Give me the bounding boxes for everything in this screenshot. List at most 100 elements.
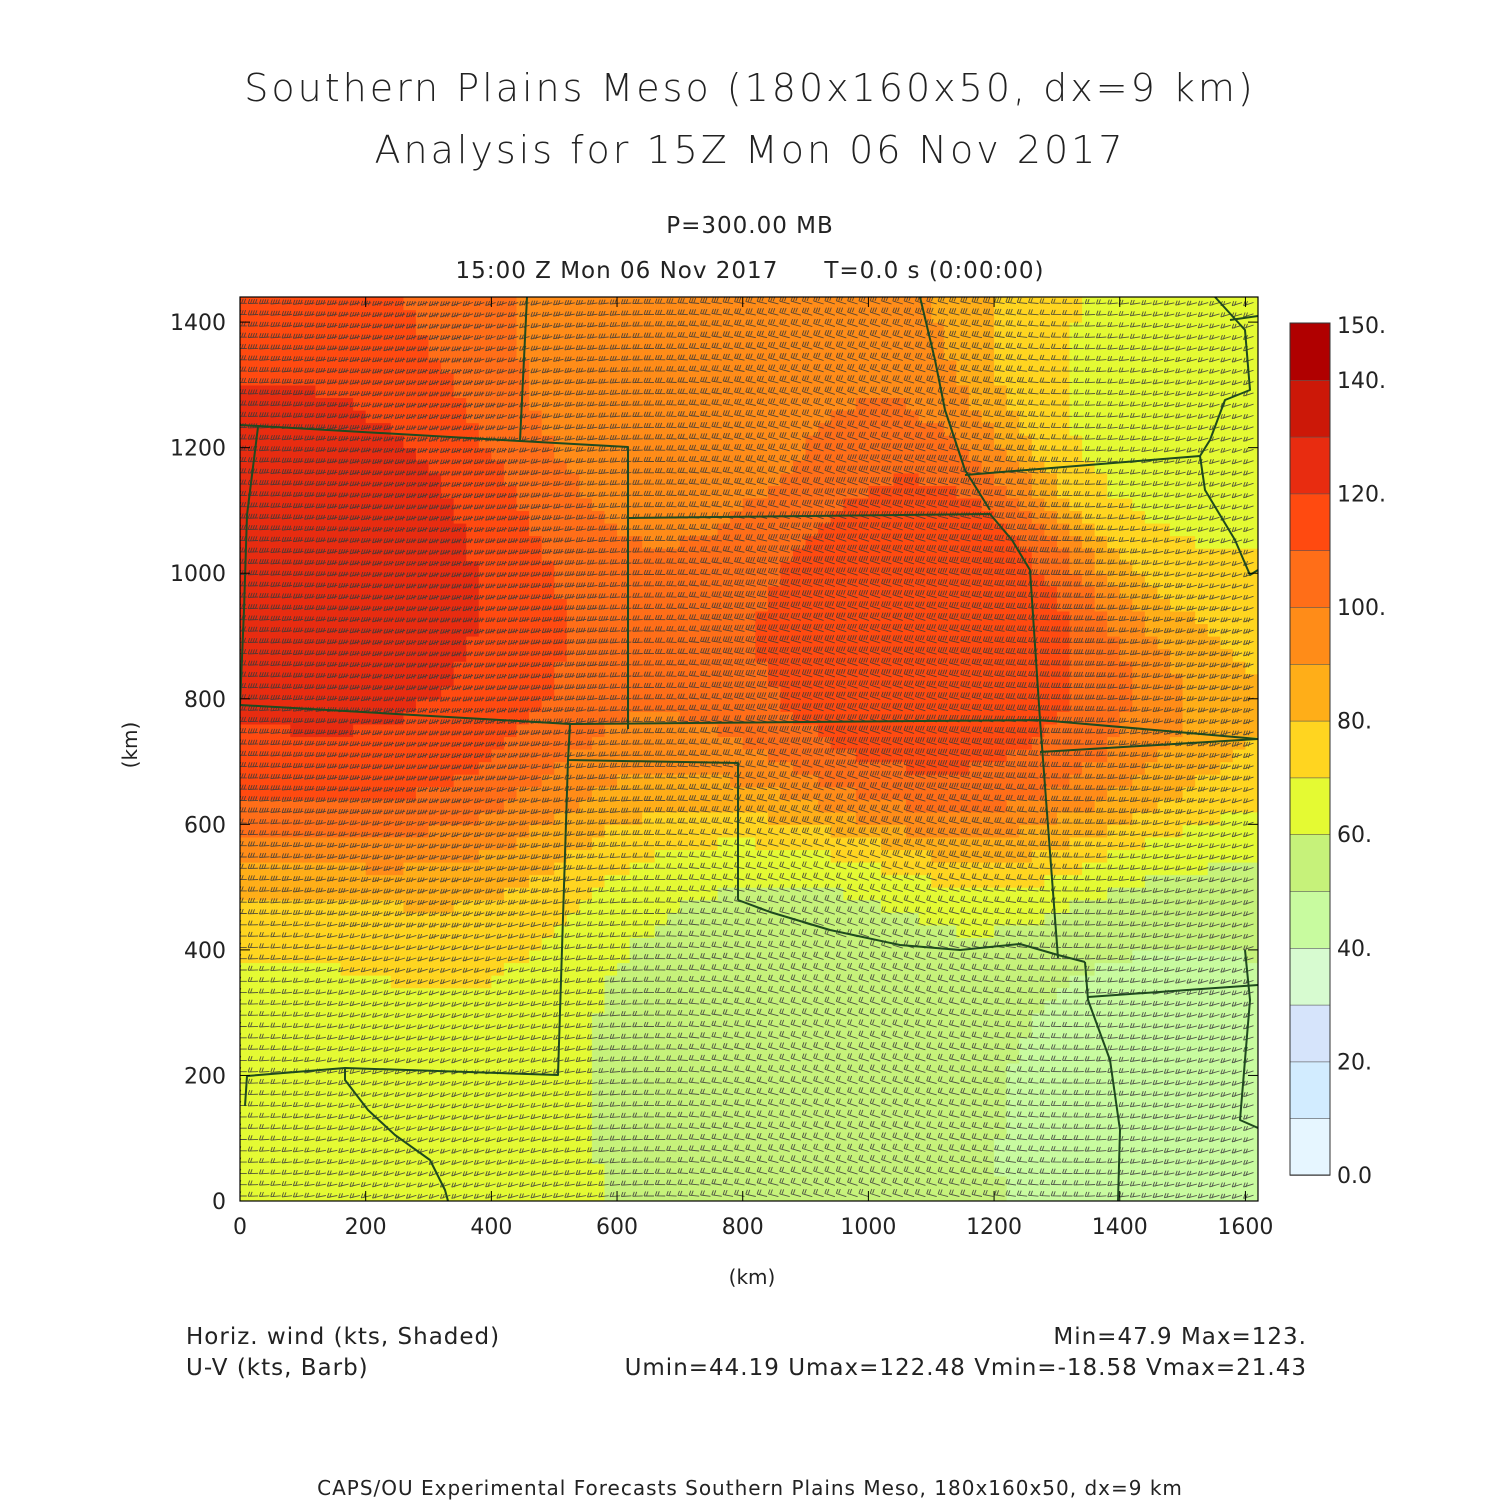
field-cell [880, 824, 895, 838]
field-cell [906, 560, 920, 574]
field-cell [1069, 485, 1083, 499]
field-cell [792, 987, 807, 1001]
field-cell [353, 774, 367, 788]
field-cell [503, 1113, 518, 1127]
field-cell [579, 1050, 593, 1064]
field-cell [1157, 1075, 1171, 1089]
field-cell [353, 1175, 367, 1190]
field-cell [478, 648, 492, 662]
field-cell [390, 836, 404, 851]
field-cell [629, 573, 643, 587]
field-cell [1245, 862, 1258, 876]
field-cell [390, 497, 404, 512]
field-cell [579, 422, 593, 436]
field-cell [340, 523, 354, 537]
field-cell [327, 1113, 342, 1127]
field-cell [994, 497, 1008, 512]
field-cell [441, 673, 455, 687]
field-cell [1044, 598, 1058, 612]
field-cell [617, 736, 631, 750]
field-cell [1182, 661, 1196, 675]
field-cell [956, 761, 970, 775]
field-cell [1144, 497, 1159, 512]
field-cell [554, 497, 568, 512]
field-cell [818, 975, 832, 989]
field-cell [931, 1050, 945, 1064]
field-cell [1044, 497, 1058, 512]
field-cell [1094, 598, 1108, 612]
field-cell [679, 598, 694, 612]
field-cell [880, 1163, 895, 1177]
field-cell [591, 1050, 606, 1064]
field-cell [277, 987, 291, 1001]
field-cell [1232, 899, 1247, 913]
field-cell [968, 610, 983, 625]
field-cell [818, 937, 832, 951]
field-cell [1044, 1163, 1058, 1177]
field-cell [453, 1062, 467, 1077]
field-cell [1082, 1138, 1096, 1152]
field-cell [730, 598, 744, 612]
field-cell [441, 1188, 455, 1201]
field-cell [805, 1175, 819, 1190]
field-cell [906, 1100, 920, 1114]
field-cell [554, 723, 568, 738]
field-cell [642, 548, 656, 562]
field-cell [1044, 610, 1058, 625]
field-cell [1094, 874, 1108, 888]
field-cell [629, 686, 643, 700]
field-cell [617, 1075, 631, 1089]
field-cell [1044, 535, 1058, 549]
field-cell [642, 874, 656, 888]
field-cell [302, 736, 317, 750]
field-cell [1119, 1062, 1133, 1077]
field-cell [1170, 937, 1184, 951]
field-cell [855, 937, 869, 951]
field-cell [277, 849, 291, 863]
field-cell [1094, 497, 1108, 512]
field-cell [1044, 1175, 1058, 1190]
field-cell [365, 949, 379, 964]
field-cell [755, 1150, 769, 1164]
field-cell [529, 1075, 543, 1089]
field-cell [968, 836, 983, 851]
field-cell [1094, 485, 1108, 499]
field-cell [956, 1163, 970, 1177]
field-cell [1220, 598, 1234, 612]
field-cell [880, 874, 895, 888]
field-cell [1019, 1188, 1033, 1201]
field-cell [516, 535, 530, 549]
field-cell [1157, 887, 1171, 901]
field-cell [943, 836, 957, 851]
field-cell [792, 723, 807, 738]
field-cell [654, 1138, 668, 1152]
field-cell [1069, 548, 1083, 562]
field-cell [931, 1113, 945, 1127]
field-cell [1094, 1050, 1108, 1064]
field-cell [629, 849, 643, 863]
field-cell [1245, 497, 1258, 512]
field-cell [365, 1188, 379, 1201]
field-cell [441, 623, 455, 637]
field-cell [642, 887, 656, 901]
field-cell [365, 673, 379, 687]
field-cell [1019, 610, 1033, 625]
field-cell [403, 723, 417, 738]
field-cell [906, 937, 920, 951]
field-cell [277, 510, 291, 524]
field-cell [378, 937, 392, 951]
field-cell [1182, 623, 1196, 637]
field-cell [880, 598, 895, 612]
field-cell [579, 937, 593, 951]
field-cell [503, 686, 518, 700]
field-cell [327, 836, 342, 851]
field-cell [642, 535, 656, 549]
field-cell [629, 460, 643, 474]
field-cell [1082, 510, 1096, 524]
field-cell [353, 1150, 367, 1164]
field-cell [654, 573, 668, 587]
field-cell [252, 1175, 266, 1190]
field-cell [1157, 1062, 1171, 1077]
field-cell [252, 799, 266, 813]
field-cell [943, 949, 957, 964]
